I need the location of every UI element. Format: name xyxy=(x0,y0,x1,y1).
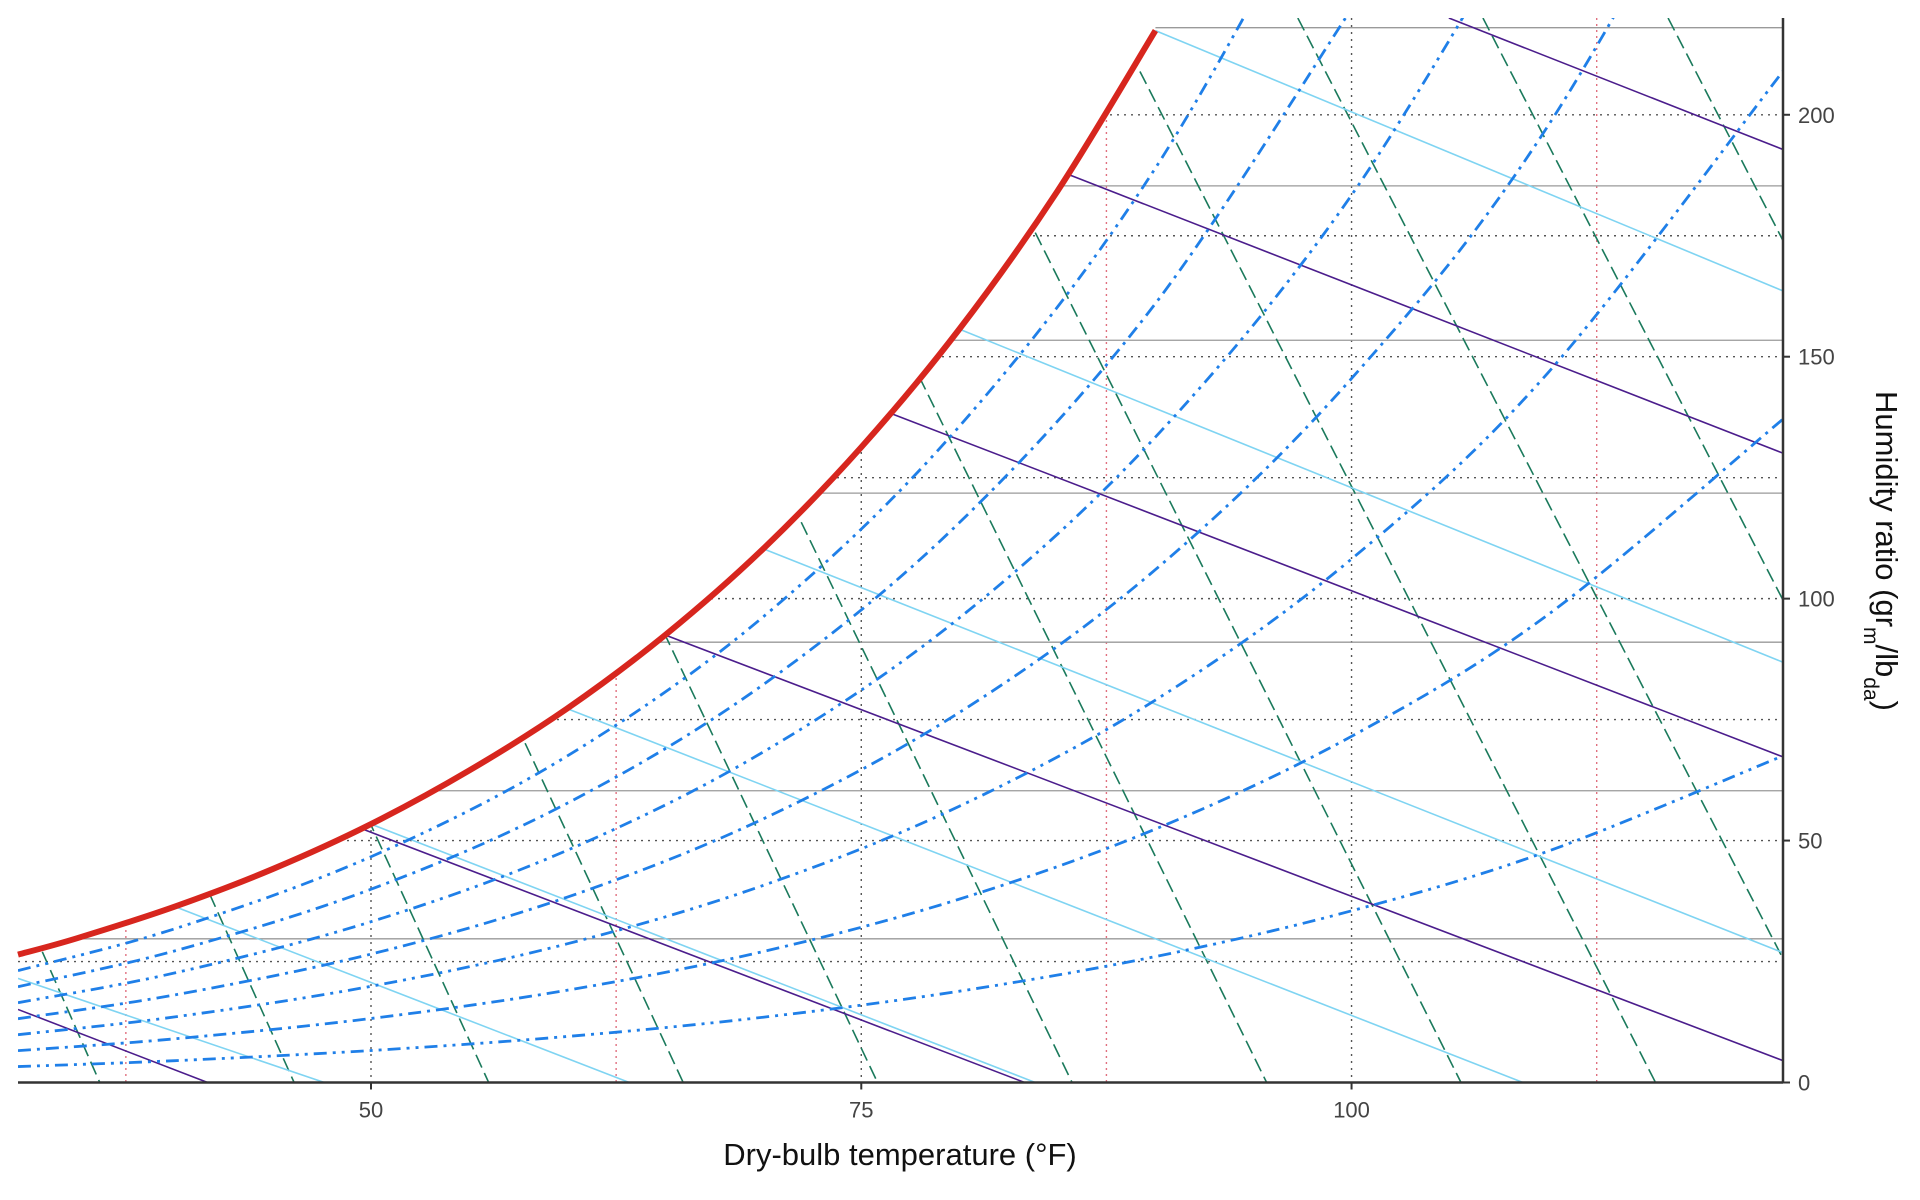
wet-bulb-line xyxy=(566,707,1524,1083)
y-tick-label: 200 xyxy=(1798,103,1835,128)
y-axis-title-sub: m xyxy=(1860,627,1883,645)
y-axis-title-part: ) xyxy=(1869,701,1904,711)
specific-volume-line xyxy=(18,18,101,1083)
wet-bulb-line xyxy=(1155,29,1783,292)
wet-bulb-line xyxy=(174,905,630,1083)
relative-humidity-curve xyxy=(18,754,1783,1068)
wet-bulb-line xyxy=(762,548,1783,954)
specific-volume-line xyxy=(927,18,1462,1083)
specific-volume-line xyxy=(741,18,1268,1083)
enthalpy-line xyxy=(1068,174,1783,454)
saturation-curve xyxy=(17,29,1159,958)
relative-humidity-curve xyxy=(18,18,1353,989)
wet-bulb-line xyxy=(959,328,1783,663)
specific-volume-line xyxy=(18,18,295,1083)
clipped-lines xyxy=(18,18,1783,1083)
specific-volume-line xyxy=(1482,18,1783,601)
wet-bulb-line xyxy=(18,977,325,1083)
specific-volume-line xyxy=(556,18,1073,1083)
y-axis-title-part: Humidity ratio (gr xyxy=(1869,391,1904,627)
y-tick-label: 100 xyxy=(1798,587,1835,612)
y-axis-title-sub: da xyxy=(1860,677,1883,701)
enthalpy-line xyxy=(890,412,1783,758)
x-tick-label: 50 xyxy=(359,1098,383,1123)
x-tick-label: 100 xyxy=(1333,1098,1370,1123)
y-tick-label: 0 xyxy=(1798,1071,1810,1096)
specific-volume-line xyxy=(1297,18,1783,959)
y-axis-title-part: /lb xyxy=(1869,645,1904,678)
y-tick-label: 50 xyxy=(1798,829,1822,854)
specific-volume-line xyxy=(1111,18,1657,1083)
enthalpy-line xyxy=(362,828,1025,1083)
enthalpy-line xyxy=(664,634,1783,1062)
relative-humidity-curve xyxy=(18,418,1783,1053)
specific-volume-line xyxy=(18,18,490,1083)
relative-humidity-curve xyxy=(18,18,1783,1021)
enthalpy-line xyxy=(18,1008,208,1083)
relative-humidity-curve xyxy=(18,18,1549,1005)
y-axis-title: Humidity ratio (grm/lbda) xyxy=(1860,391,1905,711)
plot-area: 50 75 100 0 50 100 150 200 xyxy=(17,18,1835,1123)
wet-bulb-line xyxy=(370,823,1036,1083)
enthalpy-line xyxy=(1448,18,1783,151)
y-tick-label: 150 xyxy=(1798,345,1835,370)
relative-humidity-curve xyxy=(18,70,1783,1037)
relative-humidity-curve xyxy=(18,18,1353,972)
x-axis-title: Dry-bulb temperature (°F) xyxy=(723,1137,1077,1172)
x-tick-label: 75 xyxy=(849,1098,873,1123)
specific-volume-line xyxy=(1667,18,1783,241)
